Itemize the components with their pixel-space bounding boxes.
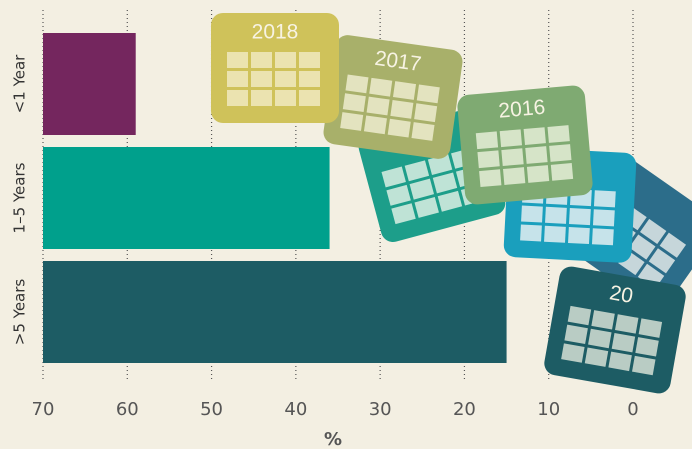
calendar-icon: 2016 [456, 85, 593, 206]
calendar-cell [549, 144, 571, 162]
calendar-icon: 20 [542, 265, 687, 396]
calendar-cell [520, 224, 542, 241]
calendar-cell [551, 163, 573, 181]
bar [43, 147, 330, 249]
calendar-cell [345, 74, 368, 93]
calendar-year: 20 [608, 281, 635, 308]
calendar-cell [369, 78, 392, 97]
x-tick-label: 20 [453, 399, 476, 420]
calendar-cell [227, 71, 248, 87]
calendar-cell [501, 148, 523, 166]
bar [43, 261, 507, 363]
calendar-cell [340, 112, 363, 131]
calendar-cell [544, 226, 566, 243]
calendar-cell [251, 90, 272, 106]
calendar-cell [393, 81, 416, 100]
calendar-cell [227, 52, 248, 68]
calendar-cell [275, 71, 296, 87]
calendar-cell [414, 103, 437, 122]
calendar-cell [275, 90, 296, 106]
calendar-cell [500, 129, 522, 147]
bar [43, 33, 136, 135]
calendar-year: 2018 [252, 21, 299, 44]
calendar-cell [525, 146, 547, 164]
x-axis-label: % [324, 429, 342, 449]
calendar-year: 2016 [498, 96, 547, 123]
x-tick-label: 30 [369, 399, 392, 420]
x-tick-label: 60 [116, 399, 139, 420]
x-tick-label: 50 [200, 399, 223, 420]
calendar-cell [545, 207, 567, 224]
calendar-cell [299, 71, 320, 87]
x-tick-label: 40 [284, 399, 307, 420]
calendar-cell [548, 125, 570, 143]
calendar-cell [594, 190, 616, 207]
calendar-cell [299, 90, 320, 106]
calendar-cell [568, 227, 590, 244]
calendar-cell [299, 52, 320, 68]
calendar-cell [593, 209, 615, 226]
chart: 70 60 50 40 30 20 10 0 <1 Year 1–5 Years >5 Years… [0, 0, 692, 449]
y-tick-label: 1–5 Years [11, 162, 29, 233]
calendar-cell [343, 93, 366, 112]
calendar-cell [251, 52, 272, 68]
calendar-cell [592, 228, 614, 245]
calendar-cell [521, 205, 543, 222]
x-tick-label: 10 [537, 399, 560, 420]
calendar-cell [411, 122, 434, 141]
calendar-cell [251, 71, 272, 87]
calendar-cell [227, 90, 248, 106]
calendar-cell [275, 52, 296, 68]
calendar-cell [388, 119, 411, 138]
calendar-icon: 2018 [211, 13, 339, 123]
calendar-cell [527, 165, 549, 183]
calendar-cell [477, 150, 499, 168]
y-tick-label: >5 Years [11, 279, 29, 346]
calendar-cell [367, 97, 390, 116]
calendar-cell [476, 131, 498, 149]
y-tick-label: <1 Year [11, 54, 29, 113]
calendar-cell [364, 115, 387, 134]
calendar-cell [390, 100, 413, 119]
calendar-cell [503, 167, 525, 185]
calendar-cell [479, 169, 501, 187]
calendar-cell [417, 84, 440, 103]
x-tick-label: 70 [32, 399, 55, 420]
calendar-cell [569, 208, 591, 225]
calendar-cell [524, 127, 546, 145]
x-tick-label: 0 [627, 399, 638, 420]
calendar-icon: 2017 [322, 34, 464, 161]
